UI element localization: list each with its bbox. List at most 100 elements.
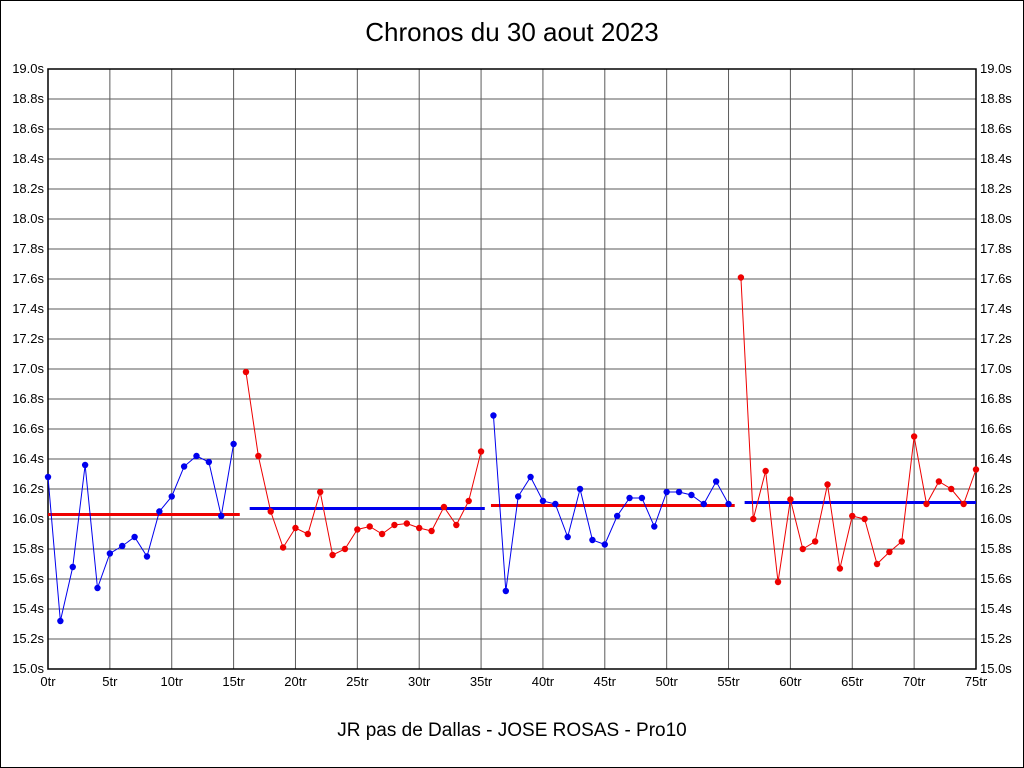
blue-stint-1-point bbox=[69, 563, 76, 571]
red-stint-2-point bbox=[750, 515, 757, 523]
blue-stint-2-point bbox=[700, 500, 707, 508]
blue-stint-2-point bbox=[688, 491, 695, 499]
blue-stint-2-point bbox=[589, 536, 596, 544]
blue-stint-1-point bbox=[81, 461, 89, 469]
blue-stint-2-line bbox=[492, 415, 729, 592]
x-tick-label: 45tr bbox=[594, 674, 617, 689]
red-stint-1-point bbox=[242, 368, 250, 376]
red-stint-2-point bbox=[762, 467, 769, 475]
blue-stint-2-point bbox=[576, 485, 584, 493]
x-tick-label: 25tr bbox=[346, 674, 369, 689]
y-tick-label-right: 15.6s bbox=[980, 571, 1012, 586]
red-stint-1-point bbox=[354, 526, 361, 533]
x-tick-label: 75tr bbox=[965, 674, 988, 689]
blue-stint-2-point bbox=[712, 478, 720, 485]
red-stint-1-point bbox=[440, 503, 448, 511]
red-stint-2-point bbox=[737, 274, 745, 281]
plot-frame bbox=[47, 68, 977, 670]
y-tick-label-left: 18.2s bbox=[12, 181, 44, 196]
blue-stint-2-point bbox=[638, 494, 646, 502]
x-tick-label: 35tr bbox=[470, 674, 493, 689]
x-tick-label: 40tr bbox=[532, 674, 555, 689]
y-tick-label-right: 15.0s bbox=[980, 661, 1012, 676]
y-tick-label-left: 15.8s bbox=[12, 541, 44, 556]
y-tick-label-left: 17.6s bbox=[12, 271, 44, 286]
y-tick-label-right: 17.0s bbox=[980, 361, 1012, 376]
blue-stint-2-point bbox=[514, 493, 522, 500]
y-tick-label-right: 16.4s bbox=[980, 451, 1012, 466]
y-tick-label-right: 16.6s bbox=[980, 421, 1012, 436]
y-tick-label-right: 15.2s bbox=[980, 631, 1012, 646]
red-stint-1-point bbox=[403, 520, 411, 527]
blue-stint-2-point bbox=[626, 494, 633, 502]
y-tick-label-left: 15.4s bbox=[12, 601, 44, 616]
x-tick-label: 55tr bbox=[717, 674, 740, 689]
y-tick-label-left: 17.0s bbox=[12, 361, 44, 376]
x-tick-label: 70tr bbox=[903, 674, 926, 689]
red-stint-1-line bbox=[245, 371, 482, 556]
red-stint-2-point bbox=[898, 538, 905, 545]
x-tick-label: 20tr bbox=[284, 674, 307, 689]
x-tick-label: 30tr bbox=[408, 674, 431, 689]
y-tick-label-left: 16.0s bbox=[12, 511, 44, 526]
blue-stint-2-point bbox=[502, 587, 510, 595]
blue-stint-1-point bbox=[106, 550, 114, 557]
red-stint-1-point bbox=[267, 508, 274, 515]
blue-stint-1-point bbox=[218, 512, 225, 520]
red-stint-2-point bbox=[910, 433, 918, 440]
blue-stint-2-point bbox=[539, 497, 547, 505]
x-tick-label: 65tr bbox=[841, 674, 864, 689]
red-stint-1-point bbox=[255, 452, 262, 460]
blue-stint-1-point bbox=[143, 553, 151, 560]
red-stint-1-point bbox=[329, 551, 336, 559]
blue-stint-1-point bbox=[131, 533, 138, 541]
chart-caption: JR pas de Dallas - JOSE ROSAS - Pro10 bbox=[337, 720, 687, 741]
blue-stint-2-point bbox=[527, 473, 534, 481]
y-tick-label-left: 16.8s bbox=[12, 391, 44, 406]
red-stint-2-point bbox=[935, 478, 943, 485]
blue-stint-2-point bbox=[564, 533, 571, 541]
red-stint-2-point bbox=[799, 545, 806, 553]
blue-stint-1-point bbox=[119, 542, 126, 550]
red-stint-2-point bbox=[886, 548, 893, 556]
y-tick-label-left: 18.0s bbox=[12, 211, 44, 226]
y-tick-label-right: 18.4s bbox=[980, 151, 1012, 166]
blue-stint-1-point bbox=[57, 617, 64, 625]
red-stint-1-point bbox=[416, 524, 423, 532]
blue-stint-2-point bbox=[725, 500, 732, 508]
red-stint-1-point bbox=[304, 530, 312, 538]
y-tick-label-right: 15.8s bbox=[980, 541, 1012, 556]
y-tick-label-right: 15.4s bbox=[980, 601, 1012, 616]
y-tick-label-left: 19.0s bbox=[12, 61, 44, 76]
y-tick-label-left: 18.8s bbox=[12, 91, 44, 106]
red-stint-1-point bbox=[366, 523, 373, 530]
y-tick-label-right: 17.6s bbox=[980, 271, 1012, 286]
y-tick-label-right: 16.2s bbox=[980, 481, 1012, 496]
blue-stint-1-point bbox=[180, 463, 188, 470]
red-stint-2-point bbox=[923, 500, 930, 508]
red-stint-1-point bbox=[341, 545, 349, 553]
y-tick-label-right: 16.0s bbox=[980, 511, 1012, 526]
red-stint-2-point bbox=[849, 512, 856, 520]
red-stint-1-point bbox=[378, 530, 386, 538]
blue-stint-1-point bbox=[168, 493, 175, 500]
red-stint-2-point bbox=[774, 578, 782, 586]
red-stint-2-point bbox=[824, 481, 831, 488]
red-stint-2-point bbox=[861, 515, 868, 523]
red-stint-1-point bbox=[465, 497, 472, 505]
red-stint-2-point bbox=[972, 466, 980, 473]
y-tick-label-left: 15.2s bbox=[12, 631, 44, 646]
red-stint-1-point bbox=[279, 544, 287, 551]
y-tick-label-left: 16.6s bbox=[12, 421, 44, 436]
y-tick-label-right: 19.0s bbox=[980, 61, 1012, 76]
red-stint-2-point bbox=[960, 500, 967, 508]
y-tick-label-left: 18.6s bbox=[12, 121, 44, 136]
x-tick-label: 10tr bbox=[161, 674, 184, 689]
y-tick-label-right: 17.4s bbox=[980, 301, 1012, 316]
y-tick-label-left: 17.4s bbox=[12, 301, 44, 316]
x-tick-label: 0tr bbox=[40, 674, 56, 689]
y-tick-label-left: 15.6s bbox=[12, 571, 44, 586]
x-tick-label: 50tr bbox=[655, 674, 678, 689]
red-stint-2-point bbox=[873, 560, 881, 568]
